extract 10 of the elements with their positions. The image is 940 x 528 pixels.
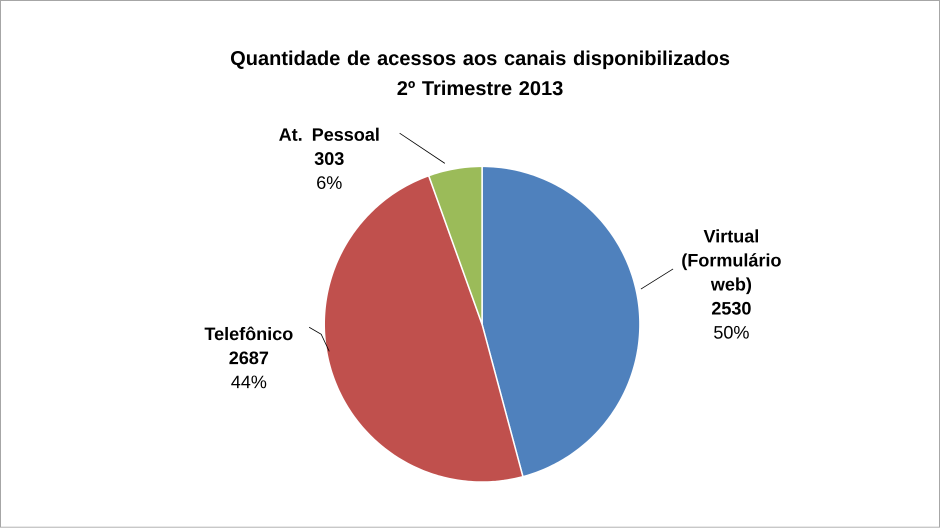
text: 50% [714,326,749,339]
slice-label: At. Pessoal [279,128,379,142]
data-label: 2687 [229,352,268,364]
data-label: 2530 [712,302,751,315]
chart-title: Quantidade de acessos aos canais disponibilizados 2º Trimestre 2013 [230,50,730,96]
text: 6% [317,176,342,190]
data-label: 303 [314,152,344,166]
slice-label: Telefônico [204,326,293,340]
slice-label: Virtual (Formulário web) [682,229,781,294]
text: 44% [231,376,266,388]
